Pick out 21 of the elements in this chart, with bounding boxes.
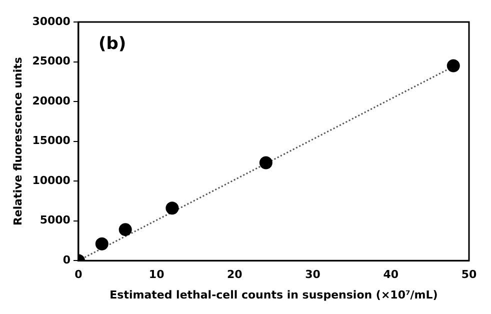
- y-axis-title: Relative fluorescence units: [11, 56, 24, 226]
- annotation: (b): [98, 34, 126, 54]
- x-tick-label: 10: [148, 268, 165, 282]
- x-axis-title: Estimated lethal-cell counts in suspension (×10⁷/mL): [110, 288, 438, 302]
- x-tick-label: 40: [383, 268, 399, 282]
- x-tick-label: 50: [461, 268, 477, 282]
- y-tick-label: 10000: [32, 174, 71, 187]
- point: [259, 156, 272, 170]
- point: [166, 202, 179, 215]
- point: [446, 59, 460, 72]
- point: [118, 223, 132, 236]
- x-tick-label: 20: [227, 268, 243, 282]
- x-tick-label: 0: [74, 268, 83, 282]
- y-tick-label: 5000: [40, 214, 71, 227]
- y-tick-label: 0: [62, 253, 71, 266]
- y-tick-label: 25000: [32, 54, 71, 68]
- y-tick-label: 20000: [32, 94, 71, 108]
- point: [95, 237, 108, 250]
- y-tick-label: 30000: [32, 14, 71, 28]
- x-tick-label: 30: [305, 268, 321, 282]
- y-tick-label: 15000: [32, 134, 71, 148]
